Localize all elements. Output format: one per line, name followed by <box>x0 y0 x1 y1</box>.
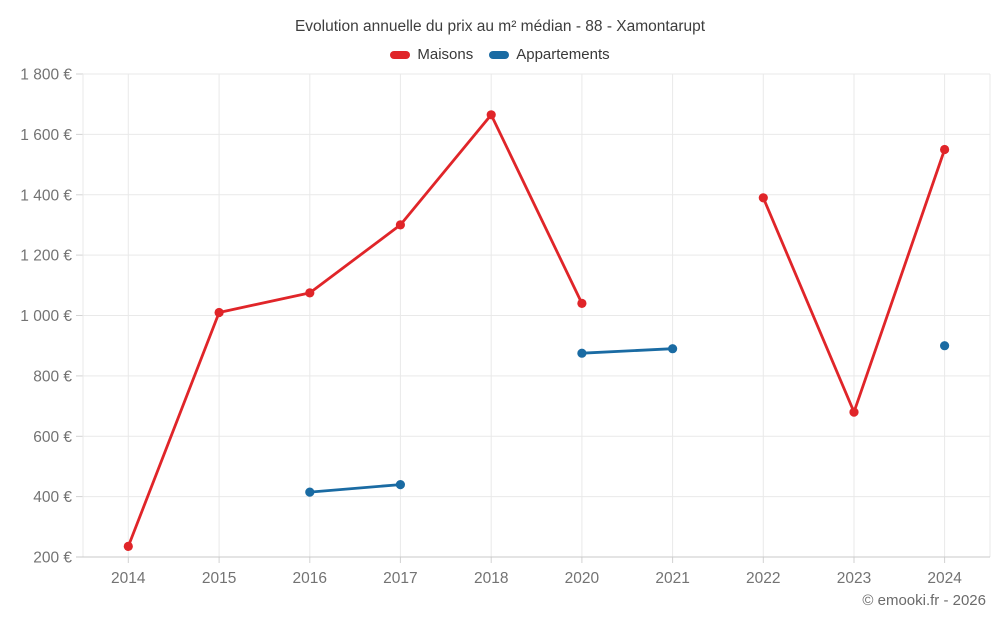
legend-item-appartements[interactable]: Appartements <box>489 46 610 63</box>
svg-text:2018: 2018 <box>474 570 508 587</box>
svg-text:2021: 2021 <box>655 570 689 587</box>
svg-text:400 €: 400 € <box>33 489 72 506</box>
legend-swatch-maisons-icon <box>390 50 411 59</box>
svg-text:2015: 2015 <box>202 570 236 587</box>
legend-item-maisons[interactable]: Maisons <box>390 46 473 63</box>
svg-text:2014: 2014 <box>111 570 146 587</box>
svg-text:800 €: 800 € <box>33 368 72 385</box>
svg-text:2016: 2016 <box>293 570 327 587</box>
legend-label-maisons: Maisons <box>417 46 474 63</box>
svg-text:2024: 2024 <box>927 570 962 587</box>
legend-label-appartements: Appartements <box>516 46 610 63</box>
legend-swatch-appartements-icon <box>489 50 510 59</box>
svg-text:1 600 €: 1 600 € <box>20 127 72 144</box>
svg-text:1 200 €: 1 200 € <box>20 248 72 265</box>
svg-text:2022: 2022 <box>746 570 780 587</box>
svg-text:1 000 €: 1 000 € <box>20 308 72 325</box>
svg-text:2017: 2017 <box>383 570 417 587</box>
svg-text:1 400 €: 1 400 € <box>20 187 72 204</box>
chart-title: Evolution annuelle du prix au m² médian … <box>294 18 706 35</box>
svg-text:2023: 2023 <box>837 570 871 587</box>
svg-text:600 €: 600 € <box>33 429 72 446</box>
credit-text: © emooki.fr - 2026 <box>862 592 986 609</box>
svg-text:200 €: 200 € <box>33 550 72 567</box>
chart-legend: Maisons Appartements <box>0 46 1000 63</box>
svg-text:1 800 €: 1 800 € <box>20 67 72 84</box>
svg-text:2020: 2020 <box>565 570 600 587</box>
